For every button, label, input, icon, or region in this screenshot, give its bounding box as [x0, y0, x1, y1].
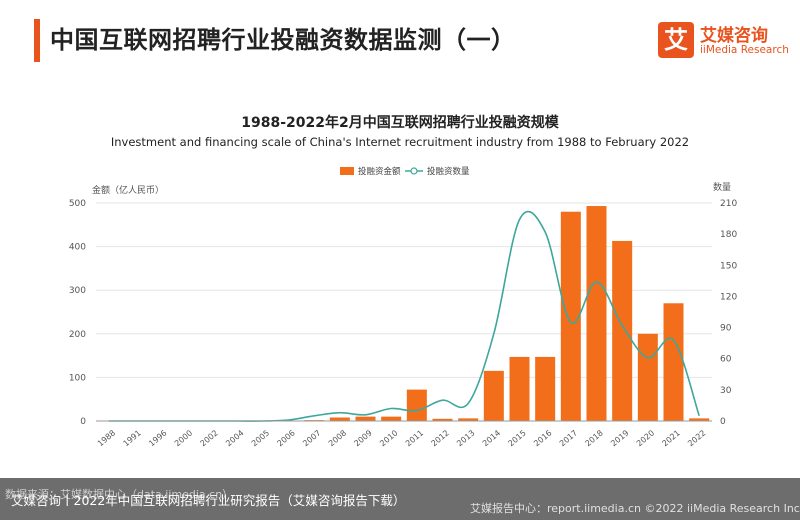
y2-tick-label: 0 [720, 417, 726, 427]
x-tick-label: 2011 [404, 428, 425, 448]
y2-tick-label: 90 [720, 324, 732, 334]
legend-swatch-amount [340, 167, 354, 175]
y-tick-label: 500 [69, 199, 86, 209]
title-accent-bar [34, 19, 40, 62]
bar [432, 418, 453, 421]
y-tick-label: 200 [69, 330, 86, 340]
x-tick-label: 2013 [455, 428, 476, 448]
x-tick-label: 2018 [583, 428, 604, 448]
x-tick-label: 2017 [558, 428, 579, 448]
x-tick-label: 1988 [96, 428, 117, 448]
count-series-line [108, 210, 700, 422]
chart-title: 1988-2022年2月中国互联网招聘行业投融资规模 [241, 115, 559, 131]
bar [355, 416, 376, 421]
bar [483, 370, 504, 421]
y2-tick-label: 210 [720, 199, 737, 209]
x-tick-label: 2022 [686, 428, 707, 448]
bar [689, 418, 710, 421]
y-tick-label: 100 [69, 373, 86, 383]
x-tick-label: 2005 [250, 428, 271, 448]
bar [560, 211, 581, 421]
page-title: 中国互联网招聘行业投融资数据监测（一） [50, 26, 516, 54]
legend-label-count: 投融资数量 [427, 166, 470, 177]
x-tick-label: 2012 [429, 428, 450, 448]
chart-subtitle: Investment and financing scale of China'… [110, 135, 690, 149]
bar [509, 356, 530, 421]
bar [458, 418, 479, 421]
x-tick-label: 2016 [532, 428, 553, 448]
bar [381, 416, 402, 421]
bar [663, 303, 684, 421]
y-axis-label: 金额（亿人民币） [92, 184, 164, 196]
bar [535, 356, 556, 421]
y2-tick-label: 120 [720, 292, 737, 302]
iimedia-logo: 艾 艾媒咨询 iiMedia Research [658, 20, 793, 62]
report-center-text: 艾媒报告中心：report.iimedia.cn ©2022 iiMedia R… [470, 502, 800, 515]
x-tick-label: 2004 [224, 428, 245, 448]
report-caption: 艾媒咨询丨2022年中国互联网招聘行业研究报告（艾媒咨询报告下载） [11, 493, 406, 508]
y-tick-label: 300 [69, 286, 86, 296]
x-tick-label: 2000 [173, 428, 194, 448]
legend-label-amount: 投融资金额 [358, 166, 401, 177]
x-tick-label: 1991 [121, 428, 142, 448]
x-tick-label: 2020 [635, 428, 656, 448]
x-tick-label: 2014 [481, 428, 502, 448]
bar [637, 333, 658, 421]
logo-cn-text: 艾媒咨询 [700, 26, 768, 46]
legend-marker-count [410, 167, 418, 175]
x-tick-label: 2021 [660, 428, 681, 448]
bar [406, 389, 427, 421]
x-tick-label: 2008 [327, 428, 348, 448]
bar [586, 206, 607, 421]
bottom-caption-bar [0, 478, 800, 520]
source-text: 数据来源：艾媒数据中心（data.iimedia.cn） [5, 488, 234, 501]
y2-axis-label: 数量 [713, 181, 731, 193]
bar [329, 417, 350, 421]
x-tick-label: 2007 [301, 428, 322, 448]
x-tick-label: 2019 [609, 428, 630, 448]
x-tick-label: 2009 [352, 428, 373, 448]
y2-tick-label: 30 [720, 386, 732, 396]
y-tick-label: 400 [69, 243, 86, 253]
y2-tick-label: 180 [720, 230, 737, 240]
investment-chart: 0 100 200 300 400 500 0 30 60 90 120 150 180 210 金额（亿人… [69, 166, 738, 448]
bar [612, 240, 633, 421]
x-tick-label: 2002 [198, 428, 219, 448]
y2-tick-label: 150 [720, 261, 737, 271]
x-tick-label: 2006 [275, 428, 296, 448]
y2-tick-label: 60 [720, 355, 732, 365]
logo-mark: 艾 [658, 22, 694, 58]
x-tick-label: 2010 [378, 428, 399, 448]
logo-en-text: iiMedia Research [700, 44, 789, 56]
y-tick-label: 0 [80, 417, 86, 427]
x-tick-label: 2015 [506, 428, 527, 448]
x-tick-label: 1996 [147, 428, 168, 448]
